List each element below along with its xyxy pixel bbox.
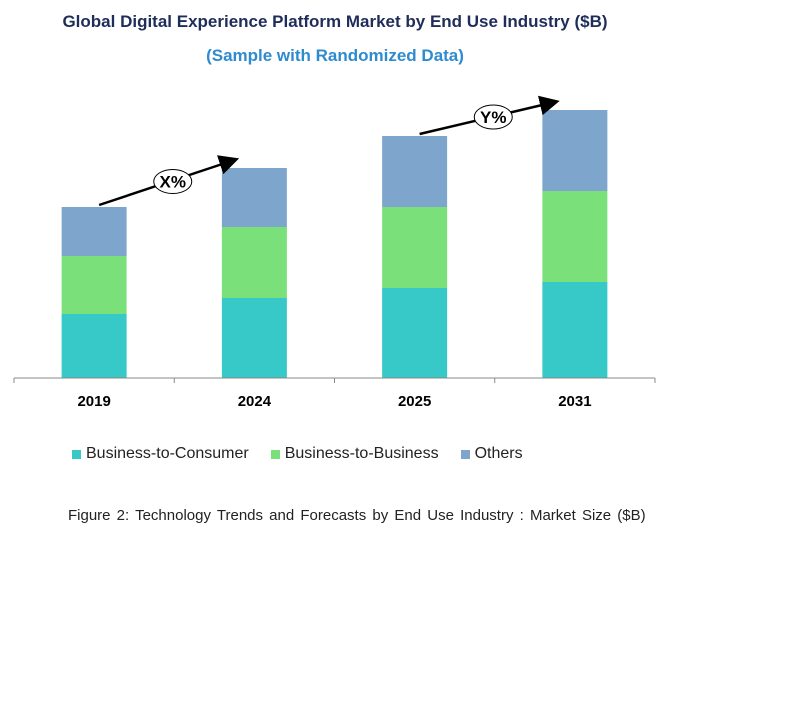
legend-label-b2c: Business-to-Consumer bbox=[86, 445, 249, 462]
bar-others-2024 bbox=[221, 168, 287, 227]
annotations-group: X% Y% bbox=[98, 95, 560, 207]
growth-label: X% bbox=[160, 173, 186, 192]
chart-title: Global Digital Experience Platform Marke… bbox=[62, 12, 608, 31]
bars-group bbox=[61, 110, 608, 378]
x-axis: 2019 2024 2025 2031 bbox=[13, 377, 656, 410]
bar-business-to-consumer-2031 bbox=[542, 282, 608, 378]
bar-others-2019 bbox=[61, 207, 127, 256]
bar-business-to-consumer-2019 bbox=[61, 314, 127, 378]
x-tick-label-2025: 2025 bbox=[398, 393, 431, 410]
growth-badge bbox=[473, 104, 513, 130]
bar-business-to-business-2025 bbox=[382, 207, 448, 288]
legend-label-b2b: Business-to-Business bbox=[284, 445, 439, 462]
legend-swatch-b2b bbox=[270, 449, 280, 459]
growth-label: Y% bbox=[480, 108, 506, 127]
legend-swatch-others bbox=[460, 449, 470, 459]
bar-others-2031 bbox=[542, 110, 608, 191]
legend-swatch-b2c bbox=[72, 449, 81, 459]
legend-label-others: Others bbox=[474, 445, 523, 462]
bar-chart: 2019 2024 2025 2031 X% Y% bbox=[13, 95, 656, 410]
bar-business-to-business-2031 bbox=[542, 191, 608, 282]
growth-badge bbox=[153, 169, 193, 194]
legend-item-b2b: Business-to-Business bbox=[270, 445, 439, 463]
x-tick-label-2031: 2031 bbox=[558, 393, 591, 410]
legend-item-b2c: Business-to-Consumer bbox=[72, 445, 249, 463]
x-tick-label-2024: 2024 bbox=[238, 393, 272, 410]
bar-business-to-business-2019 bbox=[61, 256, 127, 314]
bar-business-to-consumer-2024 bbox=[221, 298, 287, 378]
bar-others-2025 bbox=[382, 136, 448, 207]
chart-subtitle: (Sample with Randomized Data) bbox=[206, 46, 464, 65]
legend: Business-to-Consumer Business-to-Busines… bbox=[72, 445, 545, 463]
bar-business-to-consumer-2025 bbox=[382, 288, 448, 378]
legend-item-others: Others bbox=[460, 445, 523, 463]
x-tick-label-2019: 2019 bbox=[77, 393, 110, 410]
figure-caption: Figure 2: Technology Trends and Forecast… bbox=[68, 507, 646, 524]
bar-business-to-business-2024 bbox=[221, 227, 287, 298]
